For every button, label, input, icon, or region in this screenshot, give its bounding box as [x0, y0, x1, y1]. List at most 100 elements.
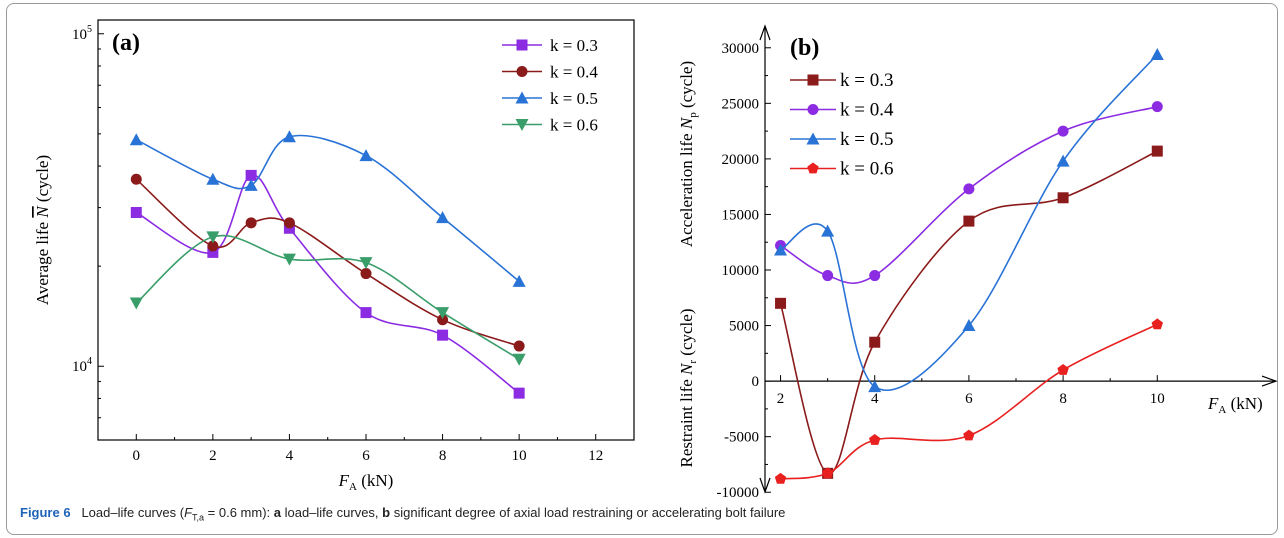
panel-b-y-tick-label: 30000	[722, 41, 760, 57]
panel-b-x-axis-label-unit: (kN)	[1226, 394, 1262, 413]
panel-a-data-point	[206, 172, 220, 185]
panel-b-y-lower-symbol: N	[677, 362, 696, 376]
panel-b-y-axis-arrow-top	[759, 24, 771, 41]
caption-b-label: b	[382, 505, 391, 520]
panel-a-x-tick-label: 8	[439, 448, 447, 464]
panel-b-y-upper-symbol: N	[677, 116, 696, 130]
caption-figure-label: Figure 6	[20, 505, 71, 520]
panel-a-series-line	[135, 234, 520, 360]
panel-b-data-point	[963, 183, 975, 195]
panel-a-data-point	[282, 130, 296, 143]
panel-a-y-axis-label-unit: (cycle)	[33, 155, 52, 206]
panel-a-data-point	[359, 149, 373, 162]
panel-b-data-point	[868, 380, 882, 393]
panel-b-legend-marker	[807, 104, 819, 115]
panel-b-x-tick-label: 10	[1150, 391, 1165, 407]
panel-a-y-tick-label: 105	[72, 24, 92, 43]
panel-a-legend-label: k = 0.4	[550, 63, 598, 82]
panel-b-data-point	[822, 270, 834, 282]
panel-b-y-tick-label: -10000	[717, 485, 760, 501]
panel-a-data-point	[513, 340, 525, 352]
panel-b-data-point	[963, 429, 975, 441]
panel-b-legend-label: k = 0.4	[840, 100, 894, 121]
panel-b-x-tick-label: 2	[777, 391, 785, 407]
caption-a-text: load–life curves,	[280, 505, 383, 520]
panel-b-data-point	[869, 434, 881, 445]
panel-b-data-point	[869, 336, 881, 348]
panel-a-axes-box	[97, 19, 635, 441]
panel-a-data-point	[437, 314, 449, 326]
panel-a-data-point	[130, 173, 142, 185]
panel-a-x-axis-label-main: F	[338, 471, 350, 490]
panel-b-y-upper-sub: p	[687, 112, 699, 118]
panel-a-legend-marker	[516, 39, 528, 51]
panel-a-data-point	[512, 274, 526, 287]
panel-a-x-axis-label: FA (kN)	[338, 471, 394, 493]
caption-text-1: Load–life curves (	[81, 505, 185, 520]
panel-b-x-axis-label-main: F	[1207, 394, 1219, 413]
caption-b-text: significant degree of axial load restrai…	[390, 505, 786, 520]
panel-b-x-axis-arrow	[1261, 375, 1278, 387]
panel-b-data-point	[1151, 318, 1163, 330]
panel-a-data-point	[129, 297, 143, 310]
panel-b-y-axis-label-upper: Acceleration life Np (cycle)	[677, 61, 699, 247]
panel-a-data-point	[436, 307, 450, 320]
panel-b-y-tick-label: -5000	[724, 430, 759, 446]
panel-a-data-point	[360, 307, 372, 319]
panel-b-y-upper-text: Acceleration life	[677, 129, 696, 247]
panel-a-y-tick-exp: 5	[87, 24, 92, 35]
panel-a-x-tick-label: 10	[512, 448, 527, 464]
panel-b-data-point	[821, 224, 835, 237]
panel-b-y-tick-label: 5000	[729, 319, 759, 335]
panel-a-legend-label: k = 0.3	[550, 36, 598, 55]
panel-a-x-tick-label: 0	[133, 448, 141, 464]
panel-a-legend-marker	[515, 91, 529, 104]
panel-a-data-point	[245, 217, 257, 229]
panel-b-data-point	[1057, 364, 1069, 375]
panel-b-legend-marker	[806, 132, 820, 145]
panel-b-data-point	[1057, 192, 1069, 204]
panel-b-data-point	[1151, 101, 1163, 113]
caption-param: F	[184, 505, 193, 520]
panel-a-x-axis-label-sub: A	[349, 481, 357, 493]
panel-b-y-lower-unit: (cycle)	[677, 309, 696, 360]
panel-a-data-point	[359, 257, 373, 270]
panel-b-data-point	[962, 319, 976, 332]
panel-a-data-point	[513, 387, 525, 399]
panel-b-y-upper-unit: (cycle)	[677, 61, 696, 112]
panel-b-x-tick-label: 6	[965, 391, 973, 407]
panel-b-data-point	[775, 297, 787, 309]
caption-param-sub: T,a	[192, 512, 205, 523]
panel-a-data-point	[207, 240, 219, 252]
panel-a-legend-marker	[515, 119, 529, 131]
panel-b-y-lower-text: Restraint life	[677, 375, 696, 468]
panel-a-y-tick-base: 10	[72, 27, 87, 43]
panel-a-data-point	[244, 178, 258, 191]
panel-b-legend-marker	[807, 162, 819, 174]
panel-a-data-point	[245, 169, 257, 181]
panel-a-x-axis-label-unit: (kN)	[357, 471, 393, 490]
panel-b-x-axis-label-sub: A	[1218, 404, 1226, 416]
panel-b-x-tick-label: 4	[871, 391, 879, 407]
caption-a-label: a	[273, 505, 281, 520]
panel-b-y-axis-label-lower: Restraint life Nr (cycle)	[677, 309, 699, 468]
panel-a-series-line	[135, 178, 520, 347]
panel-a-y-axis-label-text: Average life	[33, 218, 52, 305]
panel-b-y-tick-label: 0	[752, 374, 760, 390]
panel-a-data-point	[282, 253, 296, 266]
panel-a-x-tick-label: 12	[588, 448, 603, 464]
panel-a-data-point	[207, 246, 219, 258]
panel-b-y-tick-label: 10000	[722, 263, 760, 279]
panel-a-data-point	[129, 133, 143, 146]
panel-b-legend-label: k = 0.6	[840, 159, 893, 180]
panel-a-x-tick-label: 4	[286, 448, 294, 464]
panel-a-data-point	[130, 207, 142, 219]
panel-b-y-tick-label: 25000	[722, 96, 760, 112]
panel-a-x-tick-label: 6	[362, 448, 370, 464]
panel-a-data-point	[437, 329, 449, 341]
panel-b-legend-label: k = 0.3	[840, 70, 893, 91]
panel-b-data-point	[1150, 47, 1164, 60]
panel-a-data-point	[436, 211, 450, 224]
panel-a-y-tick-base: 10	[72, 359, 87, 375]
panel-b-data-point	[1056, 154, 1070, 167]
